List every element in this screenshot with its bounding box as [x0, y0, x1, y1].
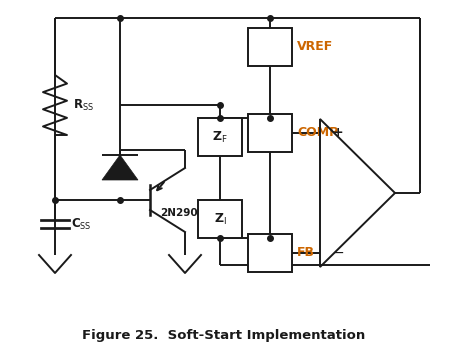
Text: COMP: COMP — [297, 126, 338, 140]
FancyBboxPatch shape — [248, 28, 292, 66]
Text: Z$_\mathsf{F}$: Z$_\mathsf{F}$ — [212, 129, 228, 144]
Text: Z$_\mathsf{I}$: Z$_\mathsf{I}$ — [214, 211, 226, 227]
Text: 2N2907: 2N2907 — [160, 208, 205, 218]
Text: +: + — [333, 126, 343, 140]
Text: −: − — [332, 246, 344, 260]
FancyBboxPatch shape — [198, 200, 242, 238]
Text: Figure 25.  Soft-Start Implementation: Figure 25. Soft-Start Implementation — [82, 329, 365, 342]
Text: R$_{\mathsf{SS}}$: R$_{\mathsf{SS}}$ — [73, 97, 94, 112]
FancyBboxPatch shape — [198, 118, 242, 156]
FancyBboxPatch shape — [248, 114, 292, 152]
Text: FB: FB — [297, 246, 315, 260]
Text: VREF: VREF — [297, 40, 333, 53]
Polygon shape — [102, 155, 138, 180]
Text: C$_{\mathsf{SS}}$: C$_{\mathsf{SS}}$ — [71, 216, 92, 231]
FancyBboxPatch shape — [248, 234, 292, 272]
